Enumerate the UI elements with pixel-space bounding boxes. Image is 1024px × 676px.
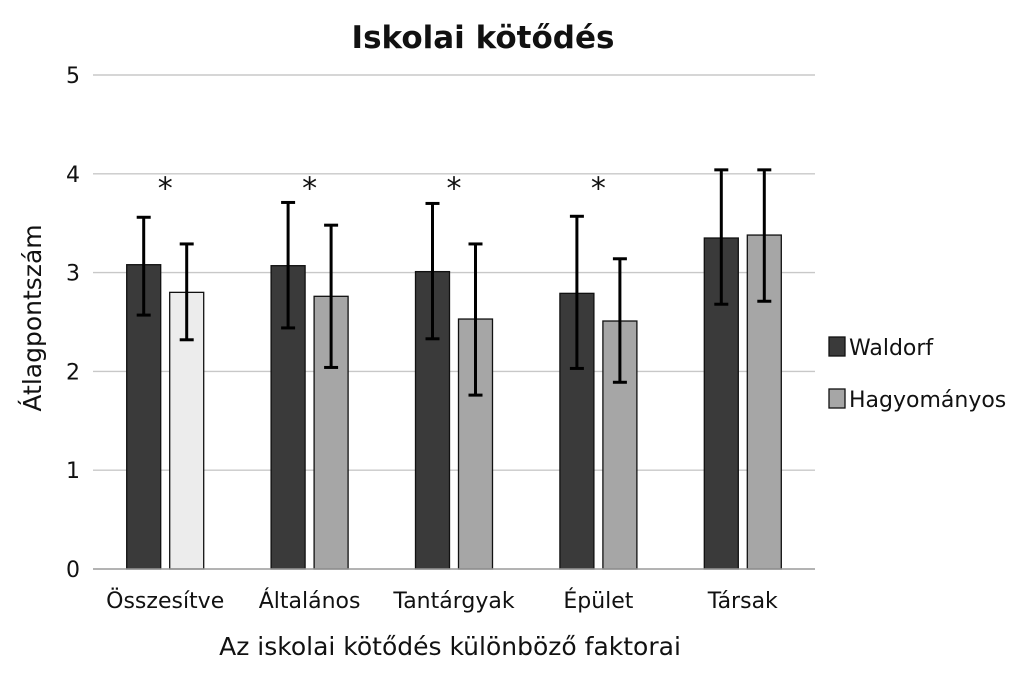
annotations: * * * * (158, 172, 606, 207)
y-axis-label: Átlagpontszám (18, 224, 47, 411)
significance-marker: * (158, 172, 173, 207)
x-axis-ticks: Összesítve Általános Tantárgyak Épület Társa… (106, 588, 778, 614)
legend-swatch (828, 336, 846, 357)
legend-label: Waldorf (849, 336, 934, 361)
y-tick-label: 5 (66, 64, 80, 89)
x-axis-label: Az iskolai kötődés különböző faktorai (219, 632, 681, 661)
legend-label: Hagyományos (849, 388, 1006, 413)
y-tick-label: 1 (66, 459, 80, 484)
y-tick-label: 3 (66, 262, 80, 287)
significance-marker: * (302, 172, 317, 207)
x-tick-label: Tantárgyak (392, 589, 514, 614)
y-tick-label: 4 (66, 163, 80, 188)
error-bars (136, 168, 772, 397)
x-tick-label: Épület (563, 588, 633, 614)
x-tick-label: Társak (707, 589, 778, 614)
y-tick-label: 2 (66, 360, 80, 385)
chart-title: Iskolai kötődés (352, 20, 615, 56)
legend-swatch (828, 388, 846, 409)
significance-marker: * (591, 172, 606, 207)
legend: Waldorf Hagyományos (828, 336, 1006, 413)
bars (126, 234, 782, 570)
x-tick-label: Összesítve (106, 588, 224, 614)
significance-marker: * (447, 172, 462, 207)
y-axis-ticks: 0 1 2 3 4 5 (66, 64, 80, 583)
x-tick-label: Általános (259, 588, 361, 614)
y-tick-label: 0 (66, 558, 80, 583)
gridlines (93, 74, 815, 471)
